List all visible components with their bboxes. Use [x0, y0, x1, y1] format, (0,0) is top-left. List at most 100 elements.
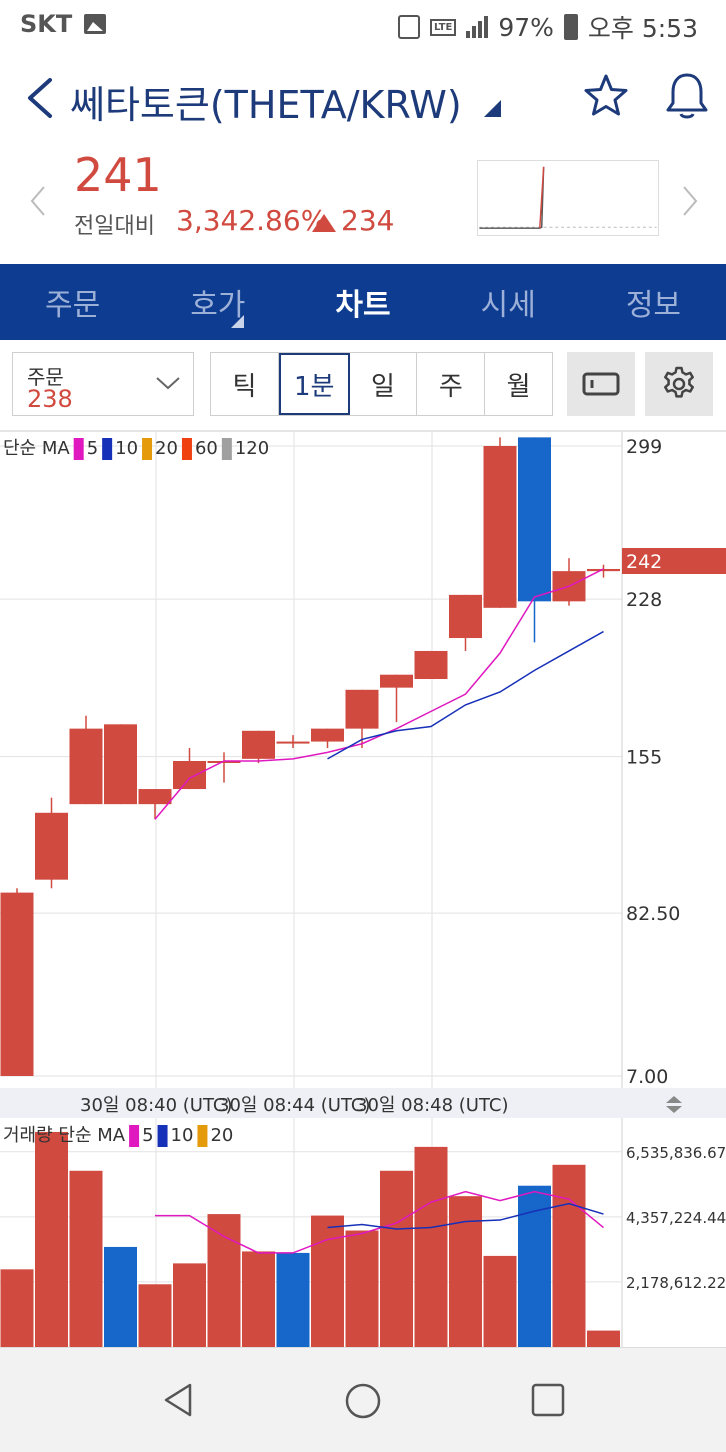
time-axis-band [0, 1088, 726, 1118]
candle-body [173, 761, 206, 790]
volume-bar [587, 1330, 620, 1347]
volume-legend-swatch [157, 1125, 168, 1147]
settings-button[interactable] [645, 352, 713, 416]
prev-coin-chevron-icon[interactable] [28, 184, 48, 218]
volume-tick-label: 2,178,612.225 [626, 1274, 726, 1292]
current-price-label: 242 [626, 551, 662, 573]
period-selector: 틱 1분 일 주 월 [210, 352, 553, 416]
ma-legend-period: 10 [115, 438, 138, 459]
price-tick-label: 7.00 [626, 1066, 668, 1088]
battery-icon [563, 14, 578, 40]
volume-legend-period: 10 [171, 1125, 194, 1146]
candle-body [587, 568, 620, 572]
volume-bar [311, 1215, 344, 1347]
nav-recent-apps-icon[interactable] [530, 1382, 566, 1418]
candle-body [104, 724, 137, 805]
system-nav-bar [0, 1347, 726, 1452]
change-label: 전일대비 [74, 214, 155, 239]
candle-body [483, 446, 517, 608]
image-notification-icon [84, 14, 107, 34]
ma-legend-swatch [102, 438, 113, 460]
tab-chart[interactable]: 차트 [335, 288, 391, 323]
volume-legend-period: 5 [142, 1125, 153, 1146]
clock: 오후 5:53 [587, 14, 698, 43]
volume-bar [0, 1269, 34, 1347]
price-tick-label: 299 [626, 436, 662, 458]
mini-price-chart [477, 160, 659, 236]
volume-ma5-line [155, 1190, 604, 1254]
tab-orderbook[interactable]: 호가 [145, 264, 290, 340]
ma-legend-swatch [221, 438, 232, 460]
volume-bar [414, 1146, 448, 1347]
candle-body [69, 728, 103, 805]
candle-body [449, 594, 482, 639]
gear-icon [664, 366, 694, 398]
ma-legend-period: 120 [235, 438, 269, 459]
volume-tick-label: 6,535,836.674 [626, 1144, 726, 1162]
chevron-down-icon [156, 377, 180, 390]
tab-dropdown-icon [231, 315, 245, 328]
volume-bar [69, 1170, 103, 1347]
volume-bar [104, 1246, 137, 1347]
volume-tick-label: 4,357,224.449 [626, 1209, 726, 1227]
back-arrow-icon[interactable] [22, 76, 56, 120]
bell-icon[interactable] [664, 70, 710, 122]
period-week[interactable]: 주 [417, 353, 486, 415]
volume-bar [518, 1185, 551, 1347]
volume-bar [276, 1252, 310, 1347]
volume-legend-swatch [197, 1125, 208, 1147]
change-value: 234 [341, 204, 395, 237]
candle-body [276, 741, 310, 744]
current-price: 241 [74, 148, 162, 202]
favorite-star-icon[interactable] [582, 72, 630, 120]
ma10-line [327, 630, 604, 760]
candle-body [311, 728, 344, 742]
volume-bar [345, 1230, 379, 1347]
lte-icon: LTE [429, 18, 457, 36]
volume-bar [35, 1131, 68, 1347]
collapse-up-icon [666, 1096, 682, 1103]
time-tick-label: 30일 08:48 (UTC) [356, 1095, 509, 1116]
candle-body [380, 674, 413, 688]
time-tick-label: 30일 08:44 (UTC) [218, 1095, 371, 1116]
carrier-label: SKT [20, 10, 73, 38]
volume-bar [380, 1170, 413, 1347]
period-tick[interactable]: 틱 [211, 353, 279, 415]
tab-quotes[interactable]: 시세 [480, 288, 536, 323]
up-arrow-icon [312, 214, 336, 232]
price-tick-label: 155 [626, 747, 662, 769]
candle-body [0, 892, 34, 1076]
tab-order[interactable]: 주문 [45, 288, 101, 323]
volume-bar [552, 1164, 586, 1347]
volume-bar [449, 1196, 482, 1347]
current-price-marker [622, 548, 726, 574]
order-label: 주문 [27, 365, 64, 389]
ma-legend-swatch [73, 438, 84, 460]
period-month[interactable]: 월 [506, 371, 531, 402]
order-price-select[interactable]: 주문 238 [12, 352, 194, 416]
view-toggle-button[interactable] [567, 352, 635, 416]
candle-body [35, 812, 68, 880]
vibrate-icon [397, 15, 420, 39]
ma-legend-swatch [142, 438, 153, 460]
next-coin-chevron-icon[interactable] [680, 184, 700, 218]
period-1min[interactable]: 1분 [278, 353, 350, 415]
candle-body [207, 761, 241, 763]
candle-body [518, 437, 551, 602]
candle-body [414, 650, 448, 680]
title-bar: 쎄타토큰(THETA/KRW) [0, 52, 726, 144]
volume-bar [138, 1284, 172, 1347]
ma-legend-swatch [181, 438, 192, 460]
price-summary: 241 전일대비 3,342.86% 234 [0, 144, 726, 264]
tab-info[interactable]: 정보 [625, 288, 682, 323]
nav-home-icon[interactable] [344, 1382, 382, 1420]
ma-legend-period: 20 [155, 438, 178, 459]
nav-back-icon[interactable] [160, 1382, 196, 1418]
expand-down-icon [666, 1106, 682, 1113]
ma5-line [154, 568, 604, 820]
order-value: 238 [27, 385, 73, 413]
page-title[interactable]: 쎄타토큰(THETA/KRW) [70, 83, 462, 127]
dropdown-caret-icon[interactable] [484, 100, 501, 117]
period-day[interactable]: 일 [350, 353, 418, 415]
